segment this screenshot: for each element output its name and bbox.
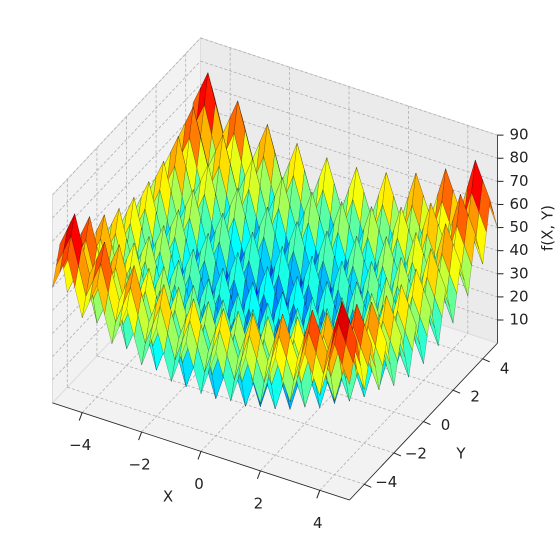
- grid-line: [52, 60, 201, 219]
- y-tick-label: 4: [500, 359, 510, 377]
- x-tick-label: 2: [254, 494, 264, 512]
- x-tick-label: −2: [129, 456, 151, 474]
- z-tick-label: 90: [510, 126, 529, 144]
- y-tick-label: 2: [470, 388, 480, 406]
- y-tick: [364, 483, 372, 488]
- z-tick-label: 10: [510, 311, 529, 329]
- y-tick: [393, 452, 402, 457]
- z-tick-label: 20: [510, 287, 529, 305]
- y-tick: [452, 389, 461, 394]
- y-tick-label: −4: [375, 473, 397, 491]
- x-tick-label: 4: [313, 514, 323, 532]
- y-axis-label: Y: [455, 445, 466, 463]
- x-tick: [197, 451, 202, 460]
- x-tick: [256, 470, 261, 480]
- y-tick-label: 0: [441, 416, 451, 434]
- surface: [52, 72, 498, 410]
- x-tick-label: 0: [194, 475, 204, 493]
- y-tick: [423, 421, 431, 426]
- y-tick: [482, 358, 490, 363]
- x-tick: [138, 431, 143, 441]
- x-tick: [316, 490, 321, 499]
- z-tick-label: 80: [510, 149, 529, 167]
- x-axis-label: X: [163, 488, 173, 506]
- z-axis-label: f(X, Y): [539, 205, 555, 251]
- grid-line: [52, 83, 201, 242]
- z-tick-label: 40: [510, 241, 529, 259]
- x-tick: [78, 412, 83, 421]
- x-tick-label: −4: [69, 436, 91, 454]
- z-tick-label: 50: [510, 218, 529, 236]
- y-tick-label: −2: [405, 444, 427, 462]
- grid-line: [200, 37, 498, 136]
- surface-patch: [341, 342, 354, 385]
- grid-line: [52, 37, 201, 196]
- grid-line: [200, 83, 498, 182]
- plot-area: [51, 36, 499, 501]
- grid-line: [67, 386, 365, 485]
- z-tick-label: 70: [510, 172, 529, 190]
- z-tick-label: 60: [510, 195, 529, 213]
- z-tick-label: 30: [510, 264, 529, 282]
- grid-line: [200, 60, 498, 159]
